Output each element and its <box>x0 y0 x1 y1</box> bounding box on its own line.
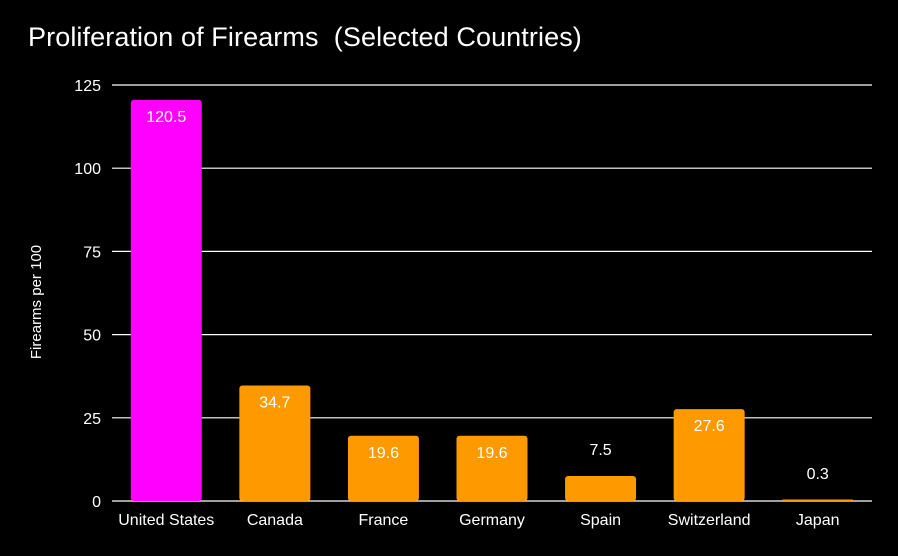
y-tick-label-0: 0 <box>92 494 101 511</box>
data-label-spain: 7.5 <box>589 442 611 459</box>
data-label-switzerland: 27.6 <box>694 418 725 435</box>
x-category-label-germany: Germany <box>459 512 525 529</box>
bar-switzerland <box>673 409 745 501</box>
y-tick-label-25: 25 <box>83 411 101 428</box>
y-tick-label-100: 100 <box>74 161 101 178</box>
y-axis-ticks: 0 25 50 75 100 125 <box>74 78 101 511</box>
x-category-label-spain: Spain <box>580 512 621 529</box>
data-label-france: 19.6 <box>368 445 399 462</box>
y-tick-label-125: 125 <box>74 78 101 95</box>
y-tick-label-75: 75 <box>83 244 101 261</box>
bar-canada <box>239 385 311 501</box>
y-tick-label-50: 50 <box>83 328 101 345</box>
bar-japan <box>782 499 854 501</box>
x-category-label-united-states: United States <box>118 512 214 529</box>
x-category-label-canada: Canada <box>247 512 303 529</box>
data-label-japan: 0.3 <box>807 466 829 483</box>
bar-spain <box>565 476 637 501</box>
bar-united-states <box>130 99 202 501</box>
data-label-united-states: 120.5 <box>146 109 186 126</box>
x-category-label-france: France <box>359 512 409 529</box>
x-axis-categories: United States Canada France Germany Spain Swi… <box>118 512 839 529</box>
x-category-label-switzerland: Switzerland <box>668 512 751 529</box>
gridlines <box>112 84 872 502</box>
bar-germany <box>456 435 528 501</box>
data-labels: 120.5 34.7 19.6 19.6 7.5 27.6 0.3 <box>146 109 829 483</box>
data-label-canada: 34.7 <box>259 395 290 412</box>
data-label-germany: 19.6 <box>476 445 507 462</box>
y-axis-title: Firearms per 100 <box>28 245 45 359</box>
bars <box>130 99 854 501</box>
x-category-label-japan: Japan <box>796 512 840 529</box>
bar-france <box>347 435 419 501</box>
chart-title: Proliferation of Firearms (Selected Coun… <box>28 22 582 52</box>
